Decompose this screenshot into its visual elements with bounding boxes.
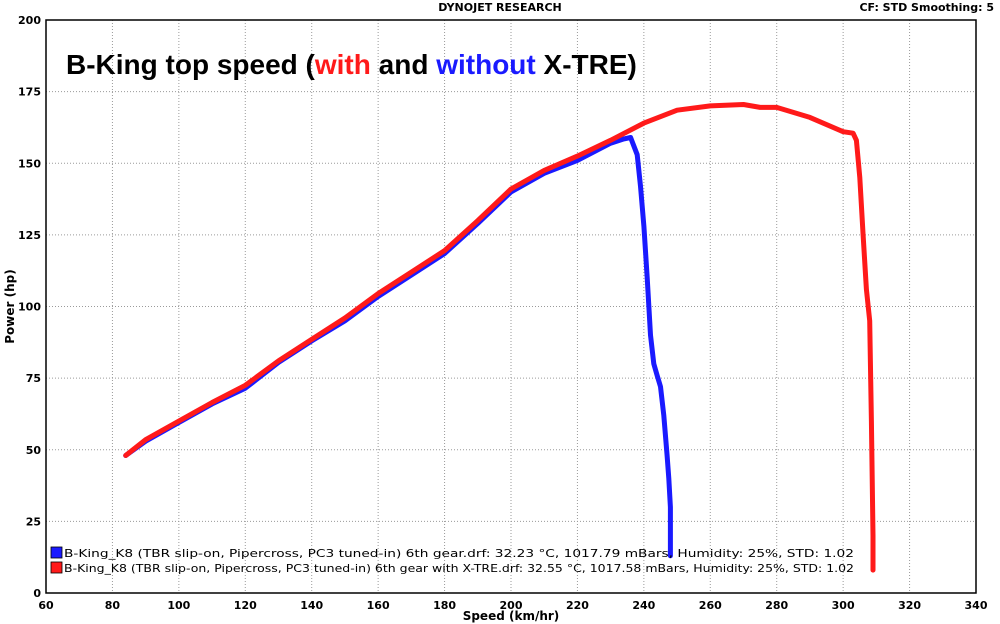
plot-frame: [45, 19, 977, 594]
legend: B-King_K8 (TBR slip-on, Pipercross, PC3 …: [50, 546, 854, 575]
legend-label-1: B-King_K8 (TBR slip-on, Pipercross, PC3 …: [64, 547, 854, 560]
x-tick-label: 180: [433, 599, 456, 612]
y-tick-label: 175: [18, 86, 41, 99]
x-tick-label: 200: [500, 599, 523, 612]
chart-title-part: with: [314, 49, 371, 80]
y-tick-label: 200: [18, 14, 41, 27]
y-axis-label: Power (hp): [3, 269, 17, 343]
y-tick-label: 0: [33, 587, 41, 600]
x-tick-label: 120: [234, 599, 257, 612]
grid-layer: [46, 20, 976, 593]
series-line-1: [123, 135, 673, 559]
x-tick-label: 140: [300, 599, 323, 612]
x-tick-label: 340: [965, 599, 988, 612]
series-layer: [123, 102, 876, 573]
cf-smoothing-label: CF: STD Smoothing: 5: [859, 1, 994, 14]
x-tick-label: 60: [38, 599, 54, 612]
x-tick-label: 240: [632, 599, 655, 612]
legend-swatch-1: [50, 546, 63, 559]
x-tick-label: 80: [105, 599, 121, 612]
tick-layer: 60 80 100 120 140 160 180 200 220 240 260 280 300 320…: [18, 14, 988, 612]
y-tick-label: 75: [26, 372, 41, 385]
series-line-2: [123, 102, 876, 573]
x-axis-label: Speed (km/hr): [463, 609, 560, 623]
chart-title-part: without: [435, 49, 536, 80]
y-tick-label: 25: [26, 515, 41, 528]
x-tick-label: 320: [898, 599, 921, 612]
y-tick-label: 150: [18, 157, 41, 170]
legend-swatch-2: [50, 561, 63, 574]
chart-title-part: X-TRE): [536, 49, 637, 80]
chart-title-part: B-King top speed (: [66, 49, 316, 80]
x-tick-label: 280: [765, 599, 788, 612]
chart-title: B-King top speed (with and without X-TRE…: [66, 49, 637, 80]
dynojet-header: DYNOJET RESEARCH: [438, 1, 562, 14]
x-tick-label: 160: [367, 599, 390, 612]
y-tick-label: 50: [26, 444, 42, 457]
x-tick-label: 100: [167, 599, 190, 612]
x-tick-label: 300: [832, 599, 855, 612]
x-tick-label: 260: [699, 599, 722, 612]
legend-label-2: B-King_K8 (TBR slip-on, Pipercross, PC3 …: [64, 562, 854, 575]
chart-title-part: and: [371, 49, 436, 80]
y-tick-label: 100: [18, 301, 41, 314]
x-tick-label: 220: [566, 599, 589, 612]
y-tick-label: 125: [18, 229, 41, 242]
